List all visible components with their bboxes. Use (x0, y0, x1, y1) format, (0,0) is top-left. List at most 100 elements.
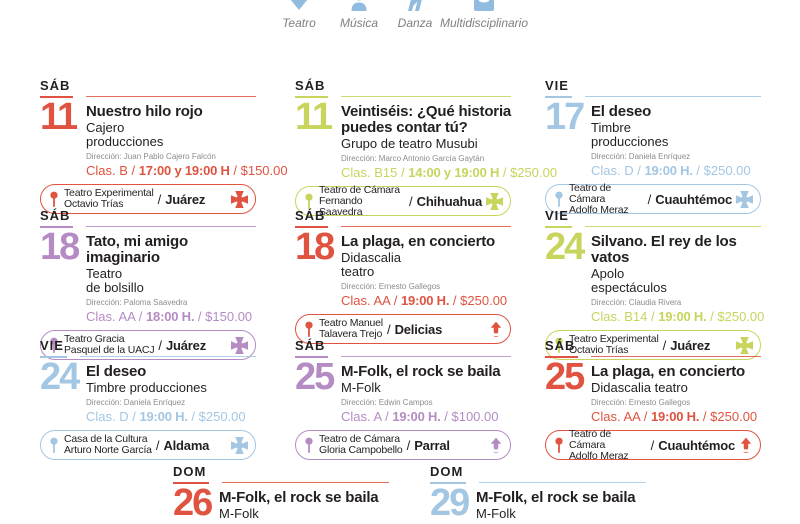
day-rule (341, 355, 511, 357)
legend-label: Multidisciplinario (439, 16, 529, 30)
separator: / (157, 191, 162, 207)
location-pin-icon (50, 437, 58, 453)
event-card: SÁB 18 Tato, mi amigo imaginario Teatro … (40, 208, 256, 360)
organizer: Timbre producciones (591, 120, 669, 149)
classification: Clas. B (86, 163, 128, 178)
event-title: La plaga, en concierto (341, 233, 495, 250)
showtime: 19:00 H. (658, 309, 707, 324)
event-card: SÁB 11 Veintiséis: ¿Qué historia puedes … (295, 78, 557, 218)
classification: Clas. AA (591, 409, 641, 424)
classification-line: Clas. B15 / 14:00 y 19:00 H / $250.00 (341, 165, 557, 180)
venue-name: Teatro de Cámara Gloria Campobello (319, 433, 403, 456)
day-rule (591, 355, 761, 357)
location-pin-icon (50, 191, 58, 207)
venue-name: Teatro Experimental Octavio Trías (569, 333, 659, 356)
classification: Clas. B14 (591, 309, 648, 324)
venue-pill: Teatro Gracia Pasquel de la UACJ / Juáre… (40, 330, 256, 360)
day-rule (341, 95, 511, 97)
classification: Clas. AA (341, 293, 391, 308)
day-rule (479, 481, 646, 483)
price: $250.00 (510, 165, 558, 180)
day-label: SÁB (40, 208, 74, 228)
region-arrow-icon (740, 437, 752, 453)
legend-item: Multidisciplinario (428, 0, 540, 30)
location-pin-icon (50, 337, 58, 353)
separator: / (191, 409, 196, 424)
organizer: Timbre producciones (86, 380, 207, 395)
date-number: 17 (545, 96, 585, 138)
day-rule (86, 225, 256, 227)
legend-label: Teatro (282, 16, 316, 30)
direction-credit: Dirección: Juan Pablo Cajero Falcón (86, 152, 216, 161)
region-cross-icon (231, 190, 248, 208)
day-label: VIE (545, 78, 572, 98)
price: $150.00 (240, 163, 288, 178)
organizer: Didascalia teatro (341, 250, 401, 279)
venue-name: Teatro de Cámara Fernando Saavedra (319, 183, 400, 218)
location-pin-icon (555, 337, 563, 353)
day-label: DOM (173, 464, 210, 484)
direction-credit: Dirección: Daniela Enríquez (591, 152, 691, 161)
organizer: M-Folk (341, 380, 381, 395)
showtime: 19:00 H. (644, 163, 693, 178)
venue-name: Teatro Manuel Talavera Trejo (319, 317, 383, 340)
event-card: SÁB 25 M-Folk, el rock se baila M-Folk D… (295, 338, 511, 460)
showtime: 18:00 H. (146, 309, 195, 324)
date-number: 24 (545, 226, 585, 268)
organizer: Cajero producciones (86, 120, 164, 149)
classification: Clas. B15 (341, 165, 398, 180)
event-card: VIE 24 El deseo Timbre producciones Dire… (40, 338, 256, 460)
legend-label: Música (339, 16, 378, 30)
location-pin-icon (305, 193, 313, 209)
event-card: VIE 17 El deseo Timbre producciones Dire… (545, 78, 761, 216)
venue-name: Teatro de Cámara Adolfo Meraz (569, 181, 629, 216)
venue-name: Teatro Gracia Pasquel de la UACJ (64, 333, 155, 356)
date-number: 29 (430, 482, 470, 524)
day-label: SÁB (40, 78, 74, 98)
organizer: Apolo espectáculos (591, 266, 667, 295)
date-number: 18 (40, 226, 80, 268)
day-label: SÁB (545, 338, 579, 358)
direction-credit: Dirección: Daniela Enríquez (86, 398, 186, 407)
event-title: Tato, mi amigo imaginario (86, 233, 188, 266)
classification-line: Clas. B14 / 19:00 H. / $250.00 (591, 309, 764, 324)
date-number: 11 (40, 96, 78, 138)
organizer: M-Folk (476, 506, 516, 521)
separator: / (502, 165, 507, 180)
city-name: Parral (414, 437, 450, 453)
event-card: SÁB 18 La plaga, en concierto Didascalia… (295, 208, 511, 344)
direction-credit: Dirección: Paloma Saavedra (86, 298, 188, 307)
venue-pill: Teatro de Cámara Adolfo Meraz / Cuauhtém… (545, 181, 761, 216)
organizer: Teatro de bolsillo (86, 266, 144, 295)
region-cross-icon (231, 436, 248, 454)
day-label: SÁB (295, 338, 329, 358)
showtime: 17:00 y 19:00 H (138, 163, 230, 178)
separator: / (158, 337, 162, 353)
date-number: 25 (545, 356, 585, 398)
classification: Clas. D (591, 163, 634, 178)
day-label: VIE (545, 208, 572, 228)
event-title: M-Folk, el rock se baila (341, 363, 501, 380)
event-title: Silvano. El rey de los vatos (591, 233, 737, 266)
event-title: M-Folk, el rock se baila (476, 489, 636, 506)
region-cross-icon (486, 192, 503, 210)
location-pin-icon (305, 437, 313, 453)
location-pin-icon (305, 321, 313, 337)
musica-icon (349, 0, 369, 11)
day-rule (86, 95, 256, 97)
date-number: 24 (40, 356, 80, 398)
city-name: Chihuahua (416, 193, 483, 209)
event-card: DOM 29 M-Folk, el rock se baila M-Folk (430, 464, 646, 524)
classification: Clas. AA (86, 309, 136, 324)
date-number: 18 (295, 226, 335, 268)
event-title: M-Folk, el rock se baila (219, 489, 379, 506)
event-card: SÁB 25 La plaga, en concierto Didascalia… (545, 338, 761, 461)
region-cross-icon (736, 190, 753, 208)
region-arrow-icon (490, 321, 502, 337)
separator: / (643, 409, 648, 424)
direction-credit: Dirección: Edwin Campos (341, 398, 433, 407)
showtime: 19:00 H. (139, 409, 188, 424)
venue-pill: Teatro de Cámara Gloria Campobello / Par… (295, 430, 511, 460)
event-card: VIE 24 Silvano. El rey de los vatos Apol… (545, 208, 764, 360)
city-name: Delicias (394, 321, 443, 337)
